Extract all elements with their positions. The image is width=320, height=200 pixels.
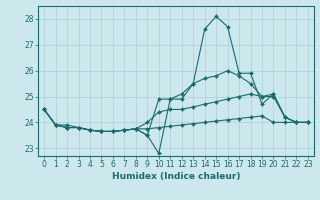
X-axis label: Humidex (Indice chaleur): Humidex (Indice chaleur): [112, 172, 240, 181]
